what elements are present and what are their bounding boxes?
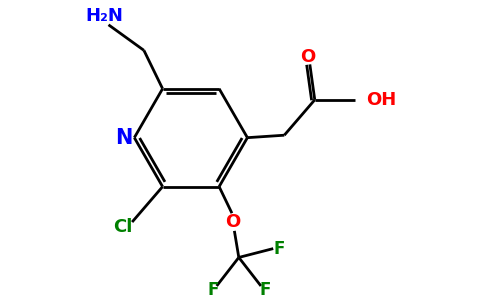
Text: F: F <box>273 240 285 258</box>
Text: F: F <box>207 281 218 299</box>
Text: F: F <box>259 281 271 299</box>
Text: Cl: Cl <box>114 218 133 236</box>
Text: H₂N: H₂N <box>86 7 123 25</box>
Text: N: N <box>115 128 132 148</box>
Text: O: O <box>300 48 315 66</box>
Text: O: O <box>225 213 241 231</box>
Text: OH: OH <box>366 91 396 109</box>
